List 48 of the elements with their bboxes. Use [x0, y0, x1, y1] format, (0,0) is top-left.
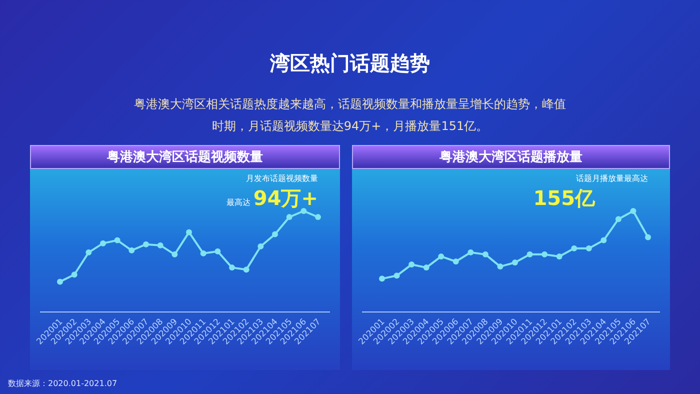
point	[630, 208, 636, 214]
point	[214, 248, 221, 254]
text: 94万+	[253, 185, 318, 212]
point	[57, 278, 63, 285]
point	[645, 234, 651, 240]
point	[128, 247, 135, 254]
point	[615, 216, 622, 222]
text: 月发布话题视频数量	[246, 173, 318, 184]
point	[186, 229, 192, 236]
point	[272, 231, 278, 238]
text: 粤港澳大湾区相关话题热度越来越高，话题视频数量和播放量呈增长的趋势，峰值时期，月话题视频数量达94万+，月播放量151亿。	[133, 96, 567, 135]
point	[229, 264, 235, 271]
chart-title: 粤港澳大湾区话题播放量	[352, 145, 670, 169]
point	[157, 242, 164, 248]
point	[497, 264, 504, 270]
point	[600, 237, 607, 244]
point	[452, 258, 459, 264]
text: 155亿	[533, 185, 595, 212]
point	[394, 272, 400, 279]
point	[542, 251, 548, 258]
point	[423, 264, 430, 271]
point	[315, 214, 321, 220]
point	[286, 214, 292, 220]
point	[438, 253, 444, 260]
point	[71, 272, 78, 278]
point	[571, 245, 578, 252]
point	[482, 251, 488, 258]
chart-title: 粤港澳大湾区话题视频数量	[30, 145, 340, 169]
text: 话题月播放量最高达	[576, 173, 648, 184]
point	[468, 249, 474, 256]
point	[526, 251, 533, 258]
point	[556, 253, 562, 260]
point	[379, 276, 385, 282]
point	[200, 250, 206, 256]
source-note: 数据来源：2020.01-2021.07	[8, 378, 118, 389]
text: 湾区热门话题趋势	[268, 50, 431, 77]
point	[143, 241, 149, 248]
point	[100, 240, 106, 246]
text: 最高达	[226, 197, 250, 208]
point	[114, 237, 120, 244]
point	[408, 262, 415, 268]
point	[258, 243, 264, 250]
point	[586, 245, 592, 252]
point	[300, 208, 307, 214]
point	[243, 266, 250, 273]
point	[512, 260, 518, 266]
point	[86, 249, 92, 256]
point	[172, 251, 178, 258]
